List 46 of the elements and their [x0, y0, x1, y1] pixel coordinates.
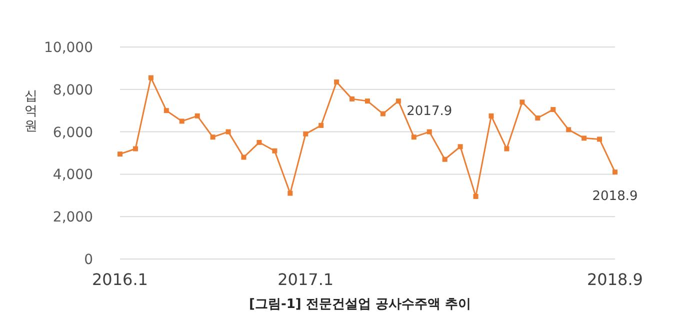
annotation: 2017.9 [406, 104, 452, 119]
point [520, 100, 525, 105]
point [210, 134, 216, 140]
y-tick-label: 0 [84, 252, 93, 268]
point [411, 134, 416, 140]
point [473, 194, 478, 199]
point [426, 129, 432, 134]
y-tick-label: 10,000 [44, 40, 93, 56]
point [396, 98, 401, 104]
point [350, 96, 355, 102]
y-tick-label: 6,000 [52, 124, 93, 141]
point [582, 136, 587, 141]
y-axis-title: 십억원 [24, 89, 38, 134]
point [179, 118, 184, 124]
point [118, 152, 122, 157]
x-tick-label: 2017.1 [278, 270, 334, 289]
point [303, 131, 308, 136]
point [442, 156, 448, 162]
point [194, 113, 200, 118]
x-tick-label: 2018.9 [587, 270, 643, 289]
point [226, 129, 231, 134]
point [241, 154, 246, 160]
point [550, 107, 556, 112]
point [380, 111, 386, 116]
text: [그림-1] 전문건설업 공사수주액 추이 [249, 297, 471, 312]
x-tick-label: 2016.1 [92, 270, 148, 289]
point [458, 144, 463, 150]
point [504, 146, 510, 152]
point [132, 146, 138, 152]
point [148, 75, 154, 80]
point [272, 148, 278, 154]
annotation: 2018.9 [592, 189, 638, 204]
point [488, 113, 494, 118]
point [597, 136, 602, 142]
point [288, 190, 293, 196]
point [164, 108, 169, 114]
y-tick-label: 4,000 [52, 167, 93, 184]
point [535, 116, 540, 121]
point [612, 170, 618, 175]
y-tick-label: 2,000 [52, 210, 93, 226]
point [566, 127, 572, 132]
y-tick-label: 8,000 [52, 82, 93, 98]
point [334, 79, 340, 84]
point [365, 98, 370, 104]
point [256, 140, 262, 145]
point [318, 122, 324, 128]
